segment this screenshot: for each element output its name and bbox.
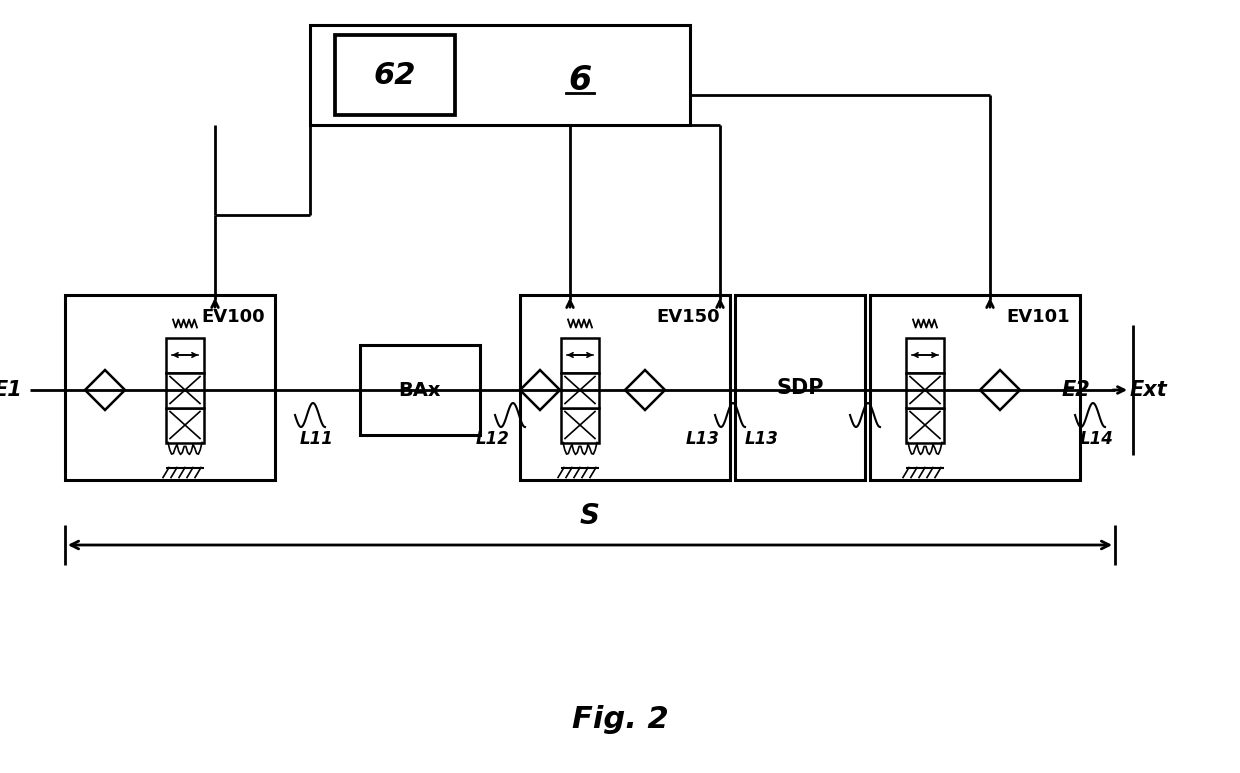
Text: S: S xyxy=(580,502,600,530)
Bar xyxy=(560,373,599,407)
Text: 6: 6 xyxy=(568,63,591,97)
Text: Fig. 2: Fig. 2 xyxy=(572,706,668,734)
Bar xyxy=(906,373,944,407)
Bar xyxy=(906,407,944,442)
Bar xyxy=(906,338,944,373)
Bar xyxy=(310,25,689,125)
Text: L13: L13 xyxy=(745,430,779,448)
Bar xyxy=(166,407,205,442)
Text: 62: 62 xyxy=(373,60,417,90)
Text: Ext: Ext xyxy=(1130,380,1168,400)
Text: L11: L11 xyxy=(300,430,334,448)
Text: L13: L13 xyxy=(686,430,720,448)
Text: E1: E1 xyxy=(0,380,22,400)
Bar xyxy=(870,295,1080,480)
Text: L12: L12 xyxy=(476,430,510,448)
Text: EV100: EV100 xyxy=(201,308,265,326)
Bar xyxy=(560,407,599,442)
Bar xyxy=(520,295,730,480)
Text: EV101: EV101 xyxy=(1007,308,1070,326)
Text: EV150: EV150 xyxy=(656,308,720,326)
Bar xyxy=(560,338,599,373)
Text: L14: L14 xyxy=(1080,430,1114,448)
Bar xyxy=(335,35,455,115)
Bar xyxy=(166,338,205,373)
Text: BAx: BAx xyxy=(399,380,441,400)
Bar xyxy=(166,373,205,407)
Bar xyxy=(64,295,275,480)
Text: E2: E2 xyxy=(1061,380,1090,400)
Text: SDP: SDP xyxy=(776,377,823,397)
Bar xyxy=(360,345,480,435)
Bar xyxy=(735,295,866,480)
